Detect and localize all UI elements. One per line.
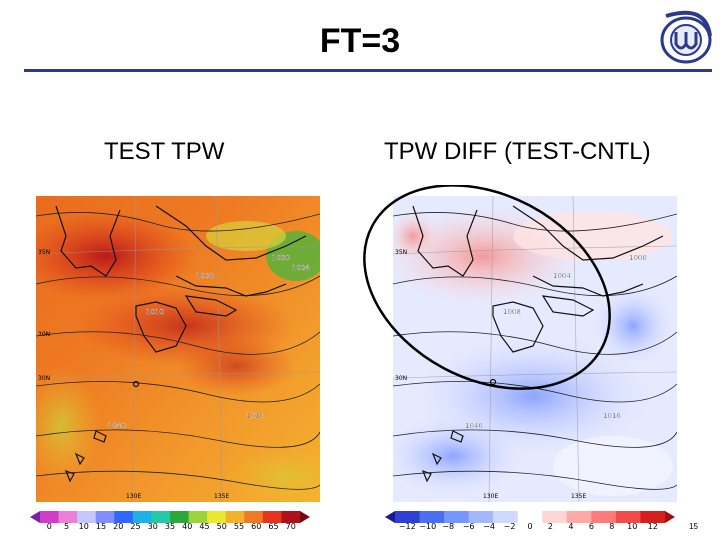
colorbar-segment (114, 511, 134, 523)
isobar-label: 1008 (196, 272, 214, 280)
isobar-label: 1010 (146, 308, 164, 316)
panel-label-tpw-diff: TPW DIFF (TEST-CNTL) (384, 138, 651, 165)
colorbar-segment (151, 511, 171, 523)
isobar-label: 1016 (603, 412, 621, 420)
organization-logo-icon (660, 10, 712, 64)
lat-label: 35N (395, 249, 407, 256)
colorbar-tick-label: 10 (627, 522, 638, 531)
colorbar-segment (225, 511, 245, 523)
colorbar-segment (58, 511, 78, 523)
colorbar-tick-label: 0 (46, 522, 52, 531)
colorbar-segment (95, 511, 115, 523)
colorbar-tick-label: 30 (147, 522, 158, 531)
isobar-label: 1040 (108, 422, 126, 430)
colorbar-tick-label: −8 (442, 522, 455, 531)
lon-label: 135E (571, 493, 586, 500)
colorbar-tick-label: 5 (63, 522, 70, 531)
colorbar-segment (40, 511, 60, 523)
colorbar-segment (640, 511, 666, 523)
colorbar-segment (542, 511, 568, 523)
colorbar-segment (395, 511, 421, 523)
colorbar-tick-label: 12 (647, 522, 658, 531)
colorbar-segment (281, 511, 301, 523)
colorbar-tick-label: 25 (130, 522, 141, 531)
lat-label: 30N (38, 331, 50, 338)
lon-label: 135E (214, 493, 229, 500)
colorbar-tick-label: −10 (419, 522, 437, 531)
highlight-ellipse (363, 185, 611, 390)
colorbar-segment (244, 511, 264, 523)
colorbar-tick-label: 65 (268, 522, 279, 531)
colorbar-tick-label: 6 (588, 522, 594, 531)
colorbar-segment (419, 511, 445, 523)
colorbar-segment (132, 511, 152, 523)
colorbar-tick-label: 10 (78, 522, 89, 531)
colorbar-tick-label: −2 (503, 522, 516, 531)
lat-label: 30N (395, 375, 407, 382)
colorbar-segment (444, 511, 470, 523)
colorbar-tick-label: 35 (164, 522, 176, 531)
page-number: 15 (689, 522, 698, 531)
isobar-label: 1004 (292, 264, 310, 272)
isobar-label: 1000 (272, 254, 290, 262)
isobar-label: 1040 (465, 422, 483, 430)
colorbar-segment (468, 511, 494, 523)
isobar-label: 1008 (503, 308, 521, 316)
colorbar-tick-label: 15 (95, 522, 107, 531)
diff-colorbar (385, 511, 675, 523)
tpw-diff-map: 35N 30N 130E 135E 1000 1004 1008 1016 10… (393, 196, 677, 502)
colorbar-tick-label: −12 (398, 522, 416, 531)
isobar-label: 1004 (553, 272, 571, 280)
colorbar-segment (262, 511, 282, 523)
colorbar-end (385, 511, 395, 523)
colorbar-end (300, 511, 310, 523)
lat-label: 30N (38, 375, 50, 382)
isobar-label: 1016 (246, 412, 264, 420)
isobar-label: 1000 (629, 254, 647, 262)
colorbar-segment (615, 511, 641, 523)
slide-title: FT=3 (319, 22, 401, 60)
colorbar-tick-label: 0 (527, 522, 533, 531)
tpw-colorbar-ticks: 0 5 10 15 20 25 30 35 40 45 50 55 60 65 70 (30, 522, 310, 534)
colorbar-segment (517, 511, 543, 523)
colorbar-end (665, 511, 675, 523)
colorbar-tick-label: 4 (568, 522, 574, 531)
diff-colorbar-ticks: −12 −10 −8 −6 −4 −2 0 2 4 6 8 10 12 (385, 522, 675, 534)
colorbar-tick-label: 8 (609, 522, 615, 531)
colorbar-segment (493, 511, 519, 523)
colorbar-tick-label: 55 (233, 522, 245, 531)
colorbar-segment (77, 511, 97, 523)
colorbar-tick-label: −4 (483, 522, 495, 531)
colorbar-tick-label: 50 (216, 522, 227, 531)
colorbar-tick-label: 2 (547, 522, 553, 531)
lon-label: 130E (126, 493, 141, 500)
colorbar-tick-label: 40 (182, 522, 193, 531)
colorbar-tick-label: 60 (251, 522, 262, 531)
panel-label-test-tpw: TEST TPW (104, 138, 225, 165)
colorbar-segment (188, 511, 208, 523)
colorbar-segment (591, 511, 617, 523)
colorbar-end (30, 511, 40, 523)
lon-label: 130E (483, 493, 498, 500)
colorbar-segment (207, 511, 227, 523)
tpw-map: 35N 30N 30N 130E 135E 1000 1004 1008 101… (36, 196, 320, 502)
title-rule (24, 69, 712, 72)
colorbar-tick-label: 70 (285, 522, 296, 531)
colorbar-segment (566, 511, 592, 523)
colorbar-tick-label: −6 (462, 522, 475, 531)
lat-label: 35N (38, 249, 50, 256)
colorbar-tick-label: 45 (199, 522, 210, 531)
colorbar-segment (170, 511, 190, 523)
colorbar-tick-label: 20 (113, 522, 124, 531)
tpw-colorbar (30, 511, 310, 523)
